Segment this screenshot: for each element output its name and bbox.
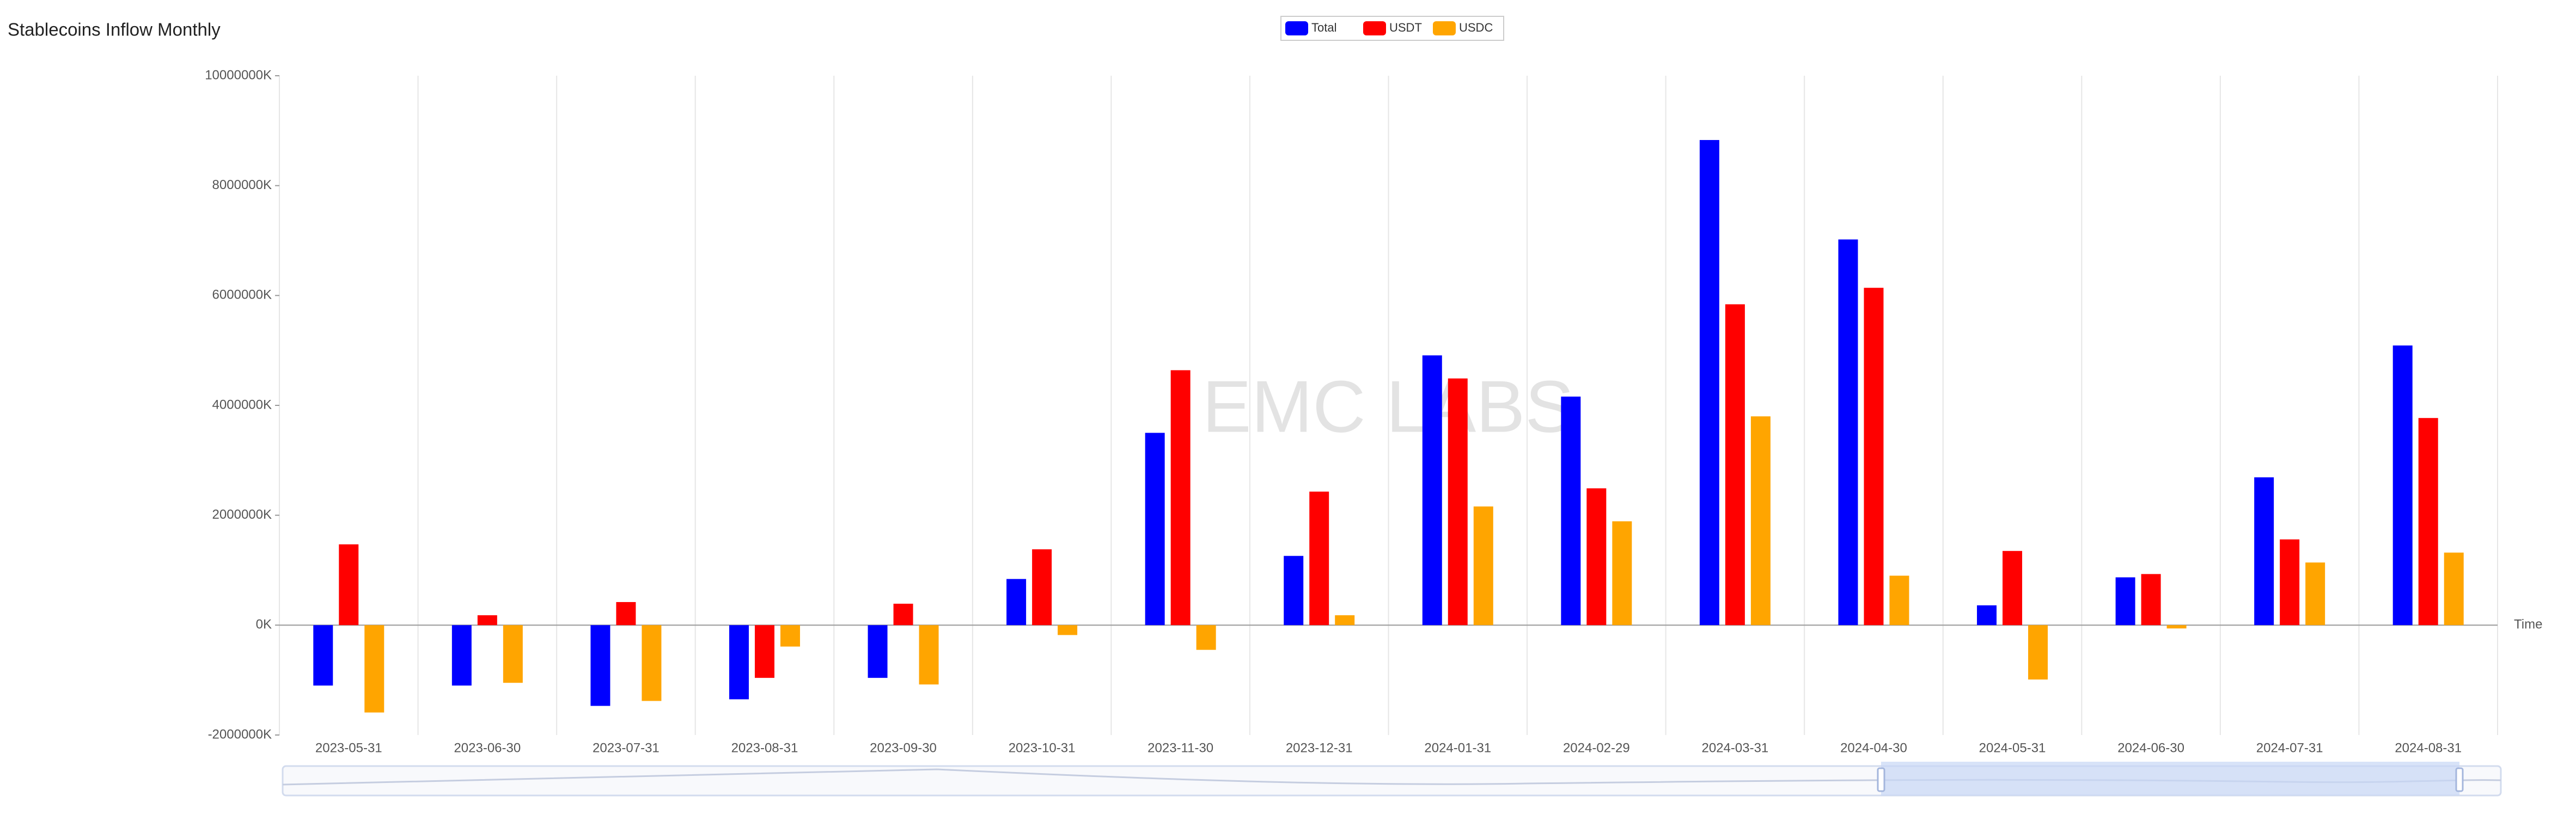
y-tick-label: 10000000K (205, 68, 272, 82)
x-tick-label: 2024-05-31 (1979, 740, 2046, 755)
bar (1864, 288, 1884, 625)
bar (754, 625, 774, 678)
bar (1699, 139, 1719, 625)
bar (616, 602, 636, 625)
bar (503, 625, 523, 683)
chart-title: Stablecoins Inflow Monthly (8, 20, 221, 40)
legend-item[interactable]: USDT (1363, 21, 1422, 35)
bar (780, 625, 800, 647)
bar (364, 625, 384, 713)
bar (313, 625, 333, 686)
bar (1586, 488, 1607, 625)
bar (451, 625, 472, 686)
x-tick-label: 2024-06-30 (2117, 740, 2184, 755)
bar (1889, 575, 1909, 625)
legend-swatch (1433, 21, 1456, 35)
legend-item[interactable]: USDC (1433, 21, 1493, 35)
x-tick-label: 2024-07-31 (2256, 740, 2323, 755)
x-tick-label: 2023-07-31 (593, 740, 660, 755)
legend-label: Total (1311, 21, 1336, 34)
y-tick-label: 6000000K (212, 288, 272, 302)
bar (729, 625, 749, 700)
bar (1750, 416, 1771, 625)
zoom-selection[interactable] (1881, 762, 2459, 795)
bar (1284, 556, 1304, 625)
y-tick-label: 4000000K (212, 397, 272, 412)
legend-item[interactable]: Total (1285, 21, 1336, 35)
x-tick-label: 2023-10-31 (1009, 740, 1076, 755)
bar (2141, 574, 2161, 625)
zoom-handle[interactable] (2455, 767, 2464, 792)
legend-swatch (1285, 21, 1308, 35)
x-tick-label: 2023-12-31 (1286, 740, 1353, 755)
bar (1838, 239, 1858, 625)
bar (1170, 370, 1191, 625)
bar (590, 625, 611, 706)
bar (2166, 625, 2187, 629)
x-tick-label: 2024-03-31 (1702, 740, 1769, 755)
y-tick-label: 2000000K (212, 507, 272, 522)
bar (919, 625, 939, 685)
legend-label: USDT (1389, 21, 1422, 34)
bar (2254, 477, 2274, 625)
x-tick-label: 2024-02-29 (1563, 740, 1630, 755)
bar (1725, 304, 1745, 625)
bar (1058, 625, 1078, 635)
bar (1422, 355, 1442, 625)
bar (1612, 521, 1632, 625)
bar (2305, 562, 2325, 625)
bar (2003, 551, 2023, 625)
bar (642, 625, 662, 701)
x-tick-label: 2024-04-30 (1840, 740, 1907, 755)
x-tick-label: 2023-05-31 (315, 740, 382, 755)
x-axis-label: Time (2514, 617, 2542, 632)
bar (1006, 579, 1027, 625)
bar (868, 625, 888, 678)
bar (2115, 577, 2135, 625)
bar (2392, 345, 2413, 625)
bar (1196, 625, 1216, 650)
bar (1473, 506, 1493, 625)
x-tick-label: 2023-06-30 (454, 740, 521, 755)
bar (2280, 539, 2300, 625)
bar (339, 544, 359, 625)
bar (1335, 615, 1355, 625)
bar (2444, 552, 2464, 625)
x-tick-label: 2024-08-31 (2395, 740, 2462, 755)
bar (1032, 549, 1052, 625)
bar (2028, 625, 2048, 680)
legend: Total USDT USDC (1280, 16, 1504, 41)
bar (477, 615, 497, 625)
x-tick-label: 2023-09-30 (870, 740, 937, 755)
x-tick-label: 2023-11-30 (1147, 740, 1213, 755)
bar (1145, 433, 1165, 625)
x-tick-label: 2024-01-31 (1424, 740, 1491, 755)
bar (1561, 396, 1581, 625)
data-zoom[interactable] (282, 762, 2502, 797)
bar (893, 604, 913, 625)
bar (1309, 491, 1329, 625)
legend-swatch (1363, 21, 1386, 35)
bar (1977, 605, 1997, 625)
legend-label: USDC (1459, 21, 1493, 34)
x-tick-label: 2023-08-31 (731, 740, 798, 755)
legend-box (1280, 16, 1504, 41)
bar (2418, 418, 2438, 625)
y-tick-label: 0K (256, 617, 272, 632)
zoom-handle[interactable] (1877, 767, 1885, 792)
bar (1448, 378, 1468, 625)
y-tick-label: -2000000K (208, 727, 272, 742)
y-tick-label: 8000000K (212, 178, 272, 192)
